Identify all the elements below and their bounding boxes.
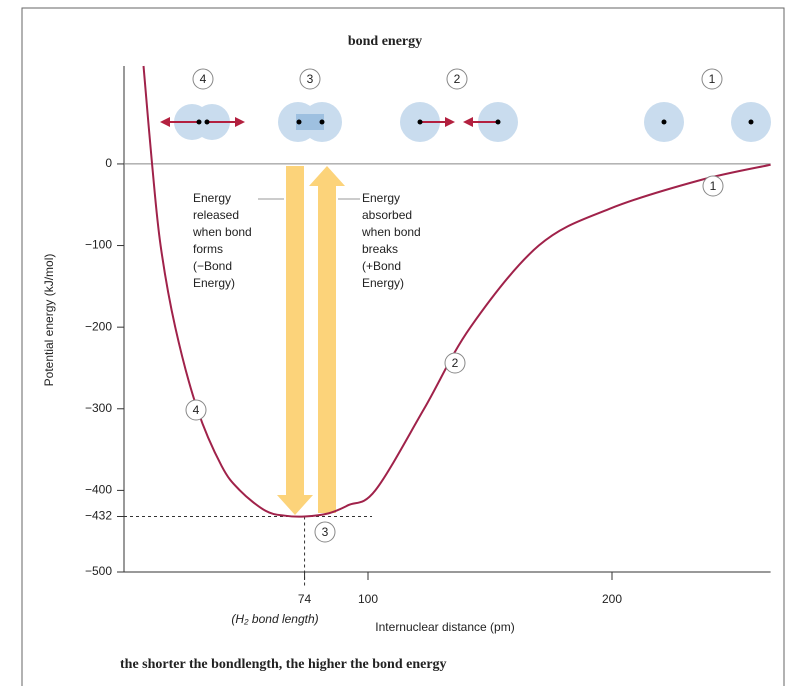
x-tick-label: 100	[358, 592, 378, 606]
caption: the shorter the bondlength, the higher t…	[120, 657, 447, 672]
released-text: (−Bond	[193, 259, 232, 273]
x-axis-label: Internuclear distance (pm)	[375, 620, 514, 634]
marker-label: 1	[710, 179, 717, 193]
absorbed-text: (+Bond	[362, 259, 401, 273]
absorbed-text: breaks	[362, 242, 398, 256]
released-text: released	[193, 208, 239, 222]
absorbed-text: Energy)	[362, 276, 404, 290]
x-tick-label: 74	[298, 592, 312, 606]
y-tick-label: −432	[85, 509, 112, 523]
release-arrow	[277, 166, 313, 515]
released-text: Energy	[193, 191, 231, 205]
marker-label: 2	[452, 356, 459, 370]
y-tick-label: −300	[85, 401, 112, 415]
chart-title: bond energy	[348, 34, 422, 49]
marker-label: 4	[200, 72, 207, 86]
bond-length-label: (H₂ bond length)	[231, 612, 318, 626]
y-axis-label: Potential energy (kJ/mol)	[42, 254, 56, 387]
marker-label: 3	[307, 72, 314, 86]
y-tick-label: 0	[105, 156, 112, 170]
absorbed-text: absorbed	[362, 208, 412, 222]
released-text: Energy)	[193, 276, 235, 290]
y-tick-label: −200	[85, 319, 112, 333]
marker-label: 3	[322, 525, 329, 539]
marker-label: 4	[193, 403, 200, 417]
y-tick-label: −400	[85, 483, 112, 497]
y-tick-label: −100	[85, 238, 112, 252]
chart: bond energy the shorter the bondlength, …	[0, 0, 790, 686]
absorb-arrow	[309, 166, 345, 513]
marker-label: 1	[709, 72, 716, 86]
released-text: forms	[193, 242, 223, 256]
y-tick-label: −500	[85, 564, 112, 578]
x-tick-label: 200	[602, 592, 622, 606]
released-text: when bond	[192, 225, 252, 239]
absorbed-text: Energy	[362, 191, 400, 205]
absorbed-text: when bond	[361, 225, 421, 239]
marker-label: 2	[454, 72, 461, 86]
